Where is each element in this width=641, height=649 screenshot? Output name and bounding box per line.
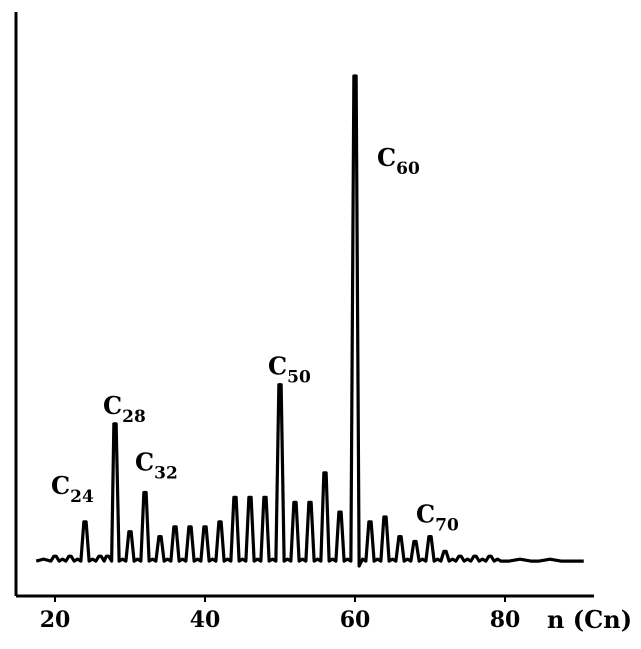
peak-label-base: C	[135, 448, 154, 477]
peak-label-subscript: 50	[287, 368, 311, 388]
peak-label-subscript: 32	[154, 464, 178, 484]
x-axis-title: n (Cn)	[547, 605, 632, 634]
peak-label-c50: C50	[268, 352, 311, 388]
peak-label-base: C	[103, 391, 122, 420]
x-axis-ticks	[54, 596, 506, 602]
peak-label-subscript: 70	[435, 516, 459, 536]
x-axis-tick-labels: 20 40 60 80	[40, 607, 521, 633]
spectrum-line	[35, 74, 584, 568]
peak-label-subscript: 28	[122, 407, 146, 427]
peak-label-base: C	[51, 471, 70, 500]
x-tick-label: 60	[340, 607, 371, 633]
x-tick-label: 20	[40, 607, 71, 633]
peak-label-c32: C32	[135, 448, 178, 484]
peak-label-base: C	[416, 500, 435, 529]
peak-label-c70: C70	[416, 500, 459, 536]
peak-label-subscript: 24	[70, 487, 94, 507]
peak-label-c28: C28	[103, 391, 146, 427]
peak-label-base: C	[268, 352, 287, 381]
peak-label-c60: C60	[377, 143, 420, 179]
peak-label-subscript: 60	[396, 159, 420, 179]
peak-label-base: C	[377, 143, 396, 172]
x-tick-label: 80	[490, 607, 521, 633]
peak-label-c24: C24	[51, 471, 94, 507]
x-tick-label: 40	[190, 607, 221, 633]
